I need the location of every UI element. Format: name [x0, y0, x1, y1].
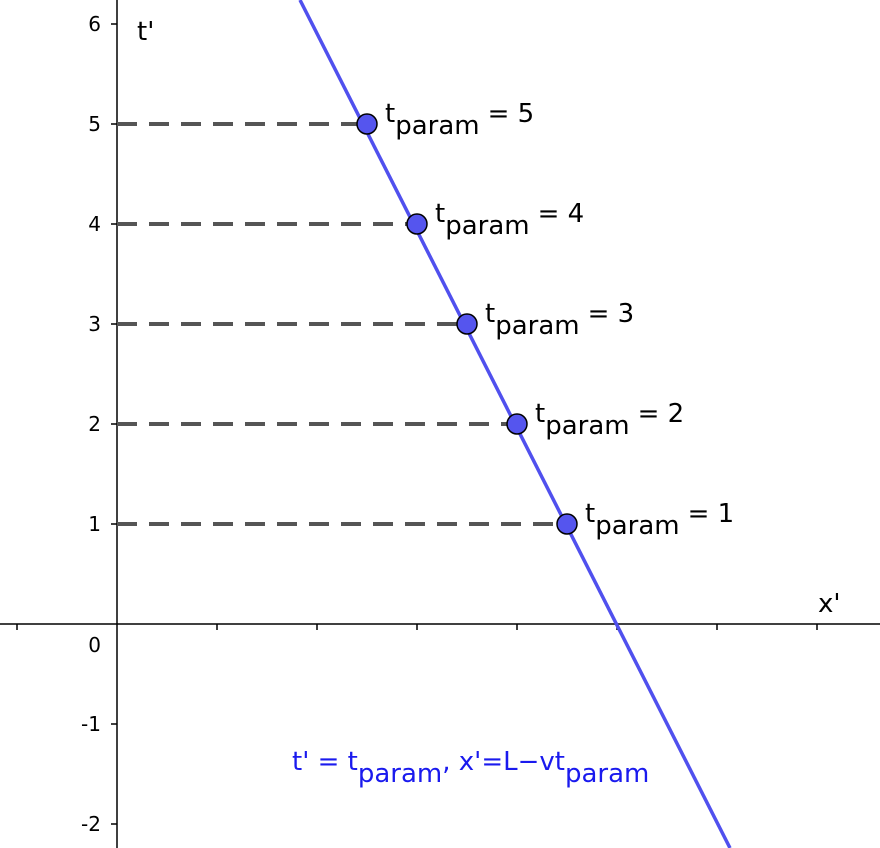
point-label: tparam = 5	[385, 99, 534, 141]
event-point	[506, 413, 528, 435]
equation-caption: t' = tparam, x'=L−vtparam	[292, 747, 649, 789]
event-point	[456, 313, 478, 335]
event-point	[356, 113, 378, 135]
dashed-guides	[117, 122, 567, 526]
y-tick-label: 2	[88, 412, 101, 436]
y-tick-label: -2	[81, 812, 101, 836]
y-tick-label: 1	[88, 512, 101, 536]
y-axis-label: t'	[137, 17, 154, 47]
point-label: tparam = 4	[435, 199, 584, 241]
y-tick-label: 6	[88, 12, 101, 36]
x-axis-label: x'	[818, 589, 841, 619]
point-label: tparam = 3	[485, 299, 634, 341]
y-tick-label: 4	[88, 212, 101, 236]
y-tick-label: 3	[88, 312, 101, 336]
y-tick-label: -1	[81, 712, 101, 736]
event-point	[406, 213, 428, 235]
y-tick-label: 0	[88, 633, 101, 657]
event-point	[556, 513, 578, 535]
labels-group: tparam = 1 tparam = 2 tparam = 3 tparam = 4 tpar…	[385, 99, 734, 541]
point-label: tparam = 2	[535, 399, 684, 441]
points-group	[356, 113, 578, 535]
y-tick-label: 5	[88, 112, 101, 136]
point-label: tparam = 1	[585, 499, 734, 541]
